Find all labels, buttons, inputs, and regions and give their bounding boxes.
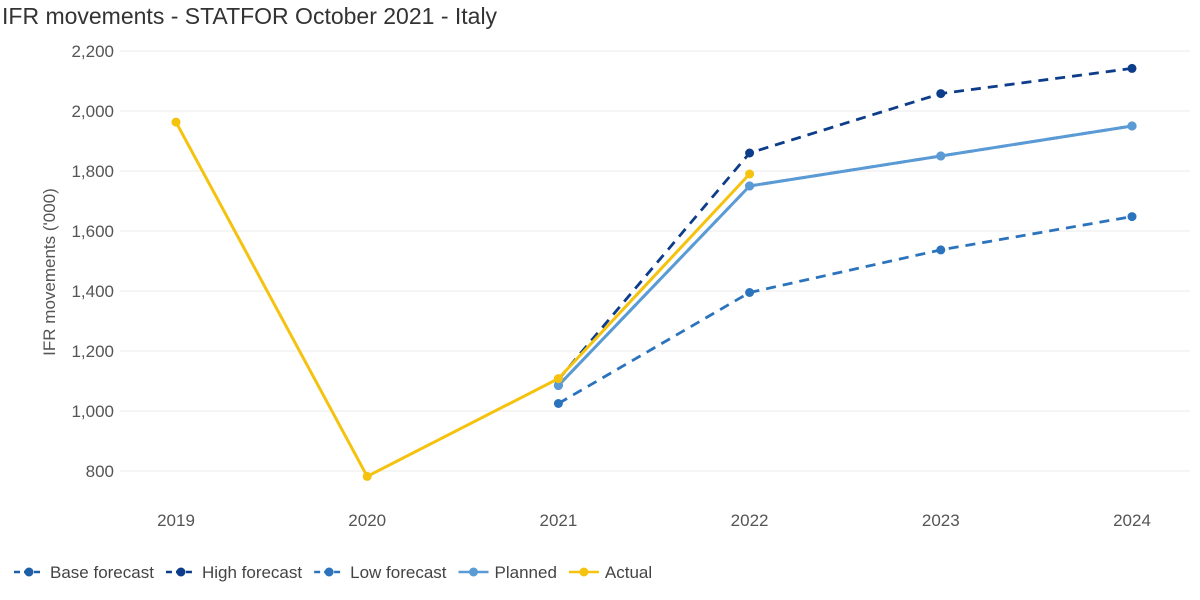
series-high-forecast [553,63,1137,384]
legend-swatch-marker [176,567,186,577]
legend-item-actual[interactable]: Actual [568,563,652,582]
data-point [745,169,755,179]
data-point [936,245,946,255]
legend-item-high-forecast[interactable]: High forecast [165,563,302,582]
data-point [553,381,563,390]
legend-label: High forecast [202,563,302,582]
x-tick-label: 2023 [922,511,960,530]
y-tick-label: 1,200 [71,342,114,361]
y-tick-label: 2,200 [71,42,114,61]
x-tick-label: 2024 [1113,511,1151,530]
legend-swatch-marker [469,567,479,577]
series-line-actual [174,121,751,478]
series-lines [171,63,1137,481]
y-tick-label: 1,800 [71,162,114,181]
data-point [171,117,181,127]
legend-label: Planned [495,563,557,582]
y-tick-label: 1,000 [71,402,114,421]
legend: Base forecast High forecast Low forecast Pl… [14,563,652,582]
series-line-planned [557,124,1133,387]
data-point [745,288,755,297]
gridlines [120,50,1190,472]
series-line-high-forecast [557,67,1133,381]
series-actual [171,117,755,481]
series-low-forecast [553,212,1137,408]
x-tick-label: 2021 [539,511,577,530]
legend-swatch-marker [24,567,34,577]
y-tick-label: 1,600 [71,222,114,241]
y-tick-label: 800 [86,462,114,481]
x-tick-label: 2022 [731,511,769,530]
data-point [1127,121,1137,131]
legend-label: Low forecast [350,563,447,582]
y-tick-label: 2,000 [71,102,114,121]
data-point [745,148,755,158]
data-point [936,89,946,99]
x-tick-label: 2019 [157,511,195,530]
legend-item-planned[interactable]: Planned [458,563,557,582]
legend-item-base-forecast[interactable]: Base forecast [14,563,154,582]
series-line-low-forecast [557,215,1133,405]
series-planned [553,121,1137,390]
data-point [1127,212,1137,222]
data-point [1127,63,1137,73]
chart-title: IFR movements - STATFOR October 2021 - I… [2,3,498,29]
data-point [362,471,372,481]
series-line-base-forecast [557,124,1133,387]
y-tick-label: 1,400 [71,282,114,301]
x-axis-ticks: 2019 2020 2021 2022 2023 2024 [157,511,1151,530]
y-axis-label: IFR movements ('000) [40,188,59,356]
legend-label: Base forecast [50,563,154,582]
data-point [745,181,755,191]
data-point [553,399,563,408]
legend-item-low-forecast[interactable]: Low forecast [314,563,447,582]
x-tick-label: 2020 [348,511,386,530]
y-axis-ticks: 800 1,000 1,200 1,400 1,600 1,800 2,000 2,200 [71,42,114,481]
legend-swatch-marker [579,567,589,577]
data-point [553,374,563,384]
series-base-forecast [553,121,1137,390]
data-point [936,151,946,161]
legend-swatch-marker [324,567,334,577]
legend-label: Actual [605,563,652,582]
